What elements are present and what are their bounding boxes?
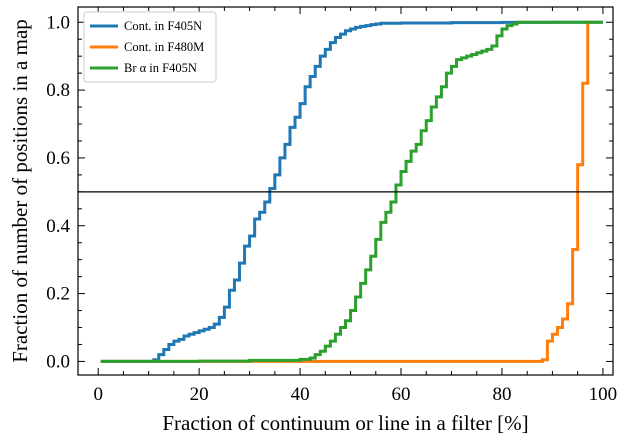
y-tick-label: 0.2 [46,284,70,305]
y-tick-label: 0.0 [46,351,70,372]
legend-label-cont-f405n: Cont. in F405N [124,19,202,33]
plot-frame [77,6,614,376]
y-tick-label: 0.8 [46,80,70,101]
legend: Cont. in F405N Cont. in F480M Br α in F4… [83,11,217,83]
legend-label-bra-f405n: Br α in F405N [124,61,197,75]
y-axis-label: Fraction of number of positions in a map [8,19,32,363]
series-line-2 [100,20,603,363]
y-tick-label: 0.4 [46,216,70,237]
x-tick-label: 60 [392,384,411,405]
x-tick-label: 80 [492,384,511,405]
y-tick-label: 1.0 [46,12,70,33]
series-layer [100,20,603,363]
series-line-0 [100,20,603,363]
ticks-layer: 0 20 40 60 80 100 0.0 0.2 0.4 0.6 0.8 1.0 [46,7,617,405]
legend-box [83,11,217,83]
legend-label-cont-f480m: Cont. in F480M [124,40,204,54]
x-tick-label: 40 [291,384,310,405]
x-tick-label: 100 [589,384,618,405]
x-tick-label: 20 [190,384,209,405]
x-axis-label: Fraction of continuum or line in a filte… [162,411,528,435]
y-tick-label: 0.6 [46,148,70,169]
series-line-1 [100,20,593,363]
x-tick-label: 0 [93,384,103,405]
